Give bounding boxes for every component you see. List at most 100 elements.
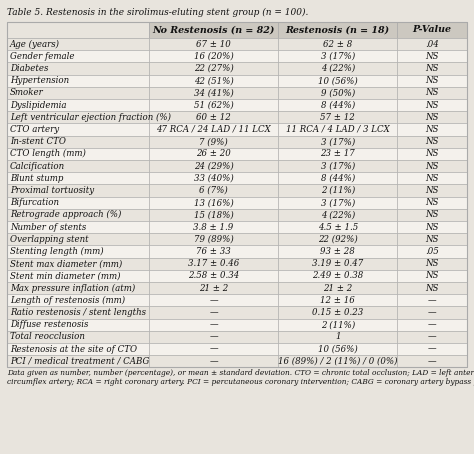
Bar: [397, 257, 467, 270]
Bar: [397, 221, 467, 233]
Text: Table 5. Restenosis in the sirolimus-eluting stent group (n = 100).: Table 5. Restenosis in the sirolimus-elu…: [7, 8, 309, 17]
Bar: [7, 306, 149, 319]
Text: 47 RCA / 24 LAD / 11 LCX: 47 RCA / 24 LAD / 11 LCX: [156, 125, 271, 134]
Bar: [149, 22, 278, 38]
Text: NS: NS: [425, 284, 439, 292]
Text: 0.15 ± 0.23: 0.15 ± 0.23: [312, 308, 364, 317]
Text: Diabetes: Diabetes: [10, 64, 48, 73]
Bar: [397, 331, 467, 343]
Text: 11 RCA / 4 LAD / 3 LCX: 11 RCA / 4 LAD / 3 LCX: [286, 125, 390, 134]
Bar: [7, 233, 149, 246]
Bar: [397, 22, 467, 38]
Text: NS: NS: [425, 271, 439, 281]
Text: 15 (18%): 15 (18%): [194, 210, 233, 219]
Text: Gender female: Gender female: [10, 52, 74, 61]
Bar: [149, 111, 278, 123]
Text: 33 (40%): 33 (40%): [194, 174, 233, 183]
Bar: [149, 123, 278, 136]
Bar: [278, 294, 397, 306]
Text: 93 ± 28: 93 ± 28: [320, 247, 355, 256]
Bar: [7, 123, 149, 136]
Text: 6 (7%): 6 (7%): [199, 186, 228, 195]
Bar: [149, 99, 278, 111]
Bar: [7, 331, 149, 343]
Text: 60 ± 12: 60 ± 12: [196, 113, 231, 122]
Text: 4 (22%): 4 (22%): [320, 210, 355, 219]
Text: 4.5 ± 1.5: 4.5 ± 1.5: [318, 222, 358, 232]
Bar: [278, 282, 397, 294]
Text: 3 (17%): 3 (17%): [320, 137, 355, 146]
Text: Diffuse restenosis: Diffuse restenosis: [10, 320, 88, 329]
Bar: [149, 270, 278, 282]
Bar: [7, 319, 149, 331]
Bar: [397, 50, 467, 62]
Text: P-Value: P-Value: [412, 25, 452, 35]
Bar: [7, 87, 149, 99]
Text: —: —: [209, 320, 218, 329]
Text: —: —: [428, 332, 437, 341]
Text: NS: NS: [425, 52, 439, 61]
Text: —: —: [428, 320, 437, 329]
Bar: [397, 343, 467, 355]
Bar: [7, 257, 149, 270]
Text: Bifurcation: Bifurcation: [10, 198, 59, 207]
Bar: [278, 331, 397, 343]
Text: 3 (17%): 3 (17%): [320, 198, 355, 207]
Bar: [149, 319, 278, 331]
Bar: [397, 233, 467, 246]
Bar: [397, 111, 467, 123]
Bar: [278, 319, 397, 331]
Text: 62 ± 8: 62 ± 8: [323, 39, 352, 49]
Text: —: —: [428, 345, 437, 354]
Bar: [278, 306, 397, 319]
Text: Restenosis at the site of CTO: Restenosis at the site of CTO: [10, 345, 137, 354]
Text: —: —: [209, 345, 218, 354]
Bar: [7, 50, 149, 62]
Bar: [7, 184, 149, 197]
Bar: [278, 160, 397, 172]
Text: NS: NS: [425, 174, 439, 183]
Text: 3 (17%): 3 (17%): [320, 162, 355, 171]
Bar: [149, 74, 278, 87]
Text: Ratio restenosis / stent lengths: Ratio restenosis / stent lengths: [10, 308, 146, 317]
Text: NS: NS: [425, 125, 439, 134]
Text: 42 (51%): 42 (51%): [194, 76, 233, 85]
Bar: [149, 257, 278, 270]
Text: Hypertension: Hypertension: [10, 76, 69, 85]
Bar: [397, 319, 467, 331]
Text: 9 (50%): 9 (50%): [320, 89, 355, 98]
Bar: [397, 136, 467, 148]
Bar: [397, 99, 467, 111]
Text: NS: NS: [425, 222, 439, 232]
Bar: [278, 123, 397, 136]
Bar: [149, 38, 278, 50]
Bar: [397, 355, 467, 367]
Bar: [149, 306, 278, 319]
Text: NS: NS: [425, 89, 439, 98]
Bar: [278, 148, 397, 160]
Text: Data given as number, number (percentage), or mean ± standard deviation. CTO = c: Data given as number, number (percentage…: [7, 370, 474, 377]
Text: 21 ± 2: 21 ± 2: [323, 284, 352, 292]
Text: 8 (44%): 8 (44%): [320, 174, 355, 183]
Text: 22 (92%): 22 (92%): [318, 235, 357, 244]
Bar: [278, 62, 397, 74]
Text: 76 ± 33: 76 ± 33: [196, 247, 231, 256]
Bar: [278, 22, 397, 38]
Text: .04: .04: [425, 39, 439, 49]
Bar: [278, 87, 397, 99]
Bar: [397, 197, 467, 209]
Bar: [149, 62, 278, 74]
Bar: [278, 172, 397, 184]
Bar: [278, 209, 397, 221]
Bar: [278, 111, 397, 123]
Bar: [7, 270, 149, 282]
Text: Number of stents: Number of stents: [10, 222, 86, 232]
Bar: [7, 62, 149, 74]
Text: 3.8 ± 1.9: 3.8 ± 1.9: [193, 222, 234, 232]
Bar: [397, 282, 467, 294]
Bar: [7, 111, 149, 123]
Text: NS: NS: [425, 113, 439, 122]
Text: NS: NS: [425, 137, 439, 146]
Bar: [149, 209, 278, 221]
Text: Restenosis (n = 18): Restenosis (n = 18): [286, 25, 390, 35]
